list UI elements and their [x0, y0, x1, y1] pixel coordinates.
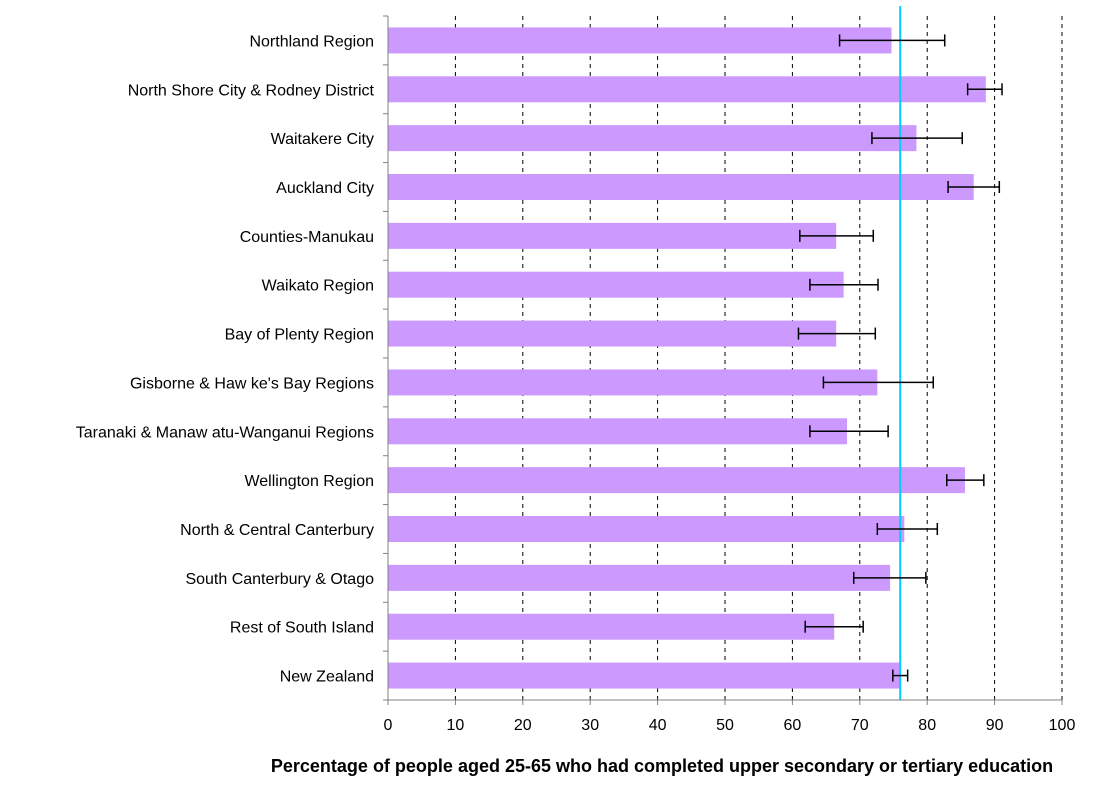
bar-13 [388, 662, 901, 689]
x-tick-label-100: 100 [1049, 717, 1076, 734]
error-bar-9 [945, 474, 985, 487]
bar-0 [388, 27, 892, 54]
error-bar-2 [871, 132, 963, 145]
category-label-9: Wellington Region [244, 473, 374, 490]
x-tick-label-70: 70 [851, 717, 869, 734]
x-tick-label-0: 0 [384, 717, 393, 734]
error-bar-8 [809, 425, 889, 438]
bar-12 [388, 613, 835, 640]
bar-9 [388, 467, 965, 494]
error-bar-13 [892, 669, 909, 682]
error-bar-5 [809, 278, 879, 291]
bar-3 [388, 174, 974, 200]
category-label-11: South Canterbury & Otago [185, 571, 374, 588]
x-tick-label-90: 90 [986, 717, 1004, 734]
category-label-8: Taranaki & Manaw atu-Wanganui Regions [76, 424, 374, 441]
axes [383, 15, 1063, 705]
error-bars [797, 34, 1003, 682]
bar-11 [388, 564, 891, 591]
error-bar-4 [799, 229, 875, 242]
x-tick-label-30: 30 [581, 717, 599, 734]
category-labels: Northland Region North Shore City & Rodne… [76, 33, 375, 685]
x-tick-label-80: 80 [918, 717, 936, 734]
category-label-1: North Shore City & Rodney District [128, 82, 375, 99]
error-bar-10 [876, 523, 939, 535]
x-tick-label-20: 20 [514, 717, 532, 734]
bar-1 [388, 76, 986, 103]
category-label-3: Auckland City [276, 180, 374, 197]
category-label-10: North & Central Canterbury [180, 522, 374, 539]
category-label-0: Northland Region [249, 33, 374, 50]
category-label-13: New Zealand [280, 669, 374, 686]
bar-4 [388, 222, 837, 249]
bars [388, 27, 986, 689]
x-tick-label-50: 50 [716, 717, 734, 734]
x-tick-label-10: 10 [447, 717, 465, 734]
error-bar-3 [947, 181, 1001, 193]
error-bar-0 [838, 34, 946, 47]
x-tick-label-40: 40 [649, 717, 667, 734]
grid-lines [454, 16, 1063, 700]
error-bar-11 [852, 571, 927, 584]
x-tick-labels: 0 10 20 30 40 50 60 70 80 90 100 [384, 717, 1076, 734]
x-tick-label-60: 60 [784, 717, 802, 734]
x-axis-label: Percentage of people aged 25-65 who had … [271, 756, 1053, 776]
bar-5 [388, 271, 844, 298]
category-label-6: Bay of Plenty Region [225, 327, 374, 344]
bar-8 [388, 418, 847, 445]
error-bar-12 [804, 620, 864, 633]
bar-6 [388, 320, 837, 347]
category-label-7: Gisborne & Haw ke's Bay Regions [130, 375, 374, 392]
category-label-4: Counties-Manukau [240, 229, 374, 246]
category-label-2: Waitakere City [271, 131, 374, 148]
bar-7 [388, 369, 878, 396]
bar-2 [388, 125, 917, 152]
category-label-12: Rest of South Island [230, 620, 374, 637]
error-bar-1 [966, 83, 1003, 96]
error-bar-6 [797, 327, 877, 340]
error-bar-7 [822, 376, 935, 389]
bar-10 [388, 516, 905, 542]
category-label-5: Waikato Region [262, 278, 374, 295]
